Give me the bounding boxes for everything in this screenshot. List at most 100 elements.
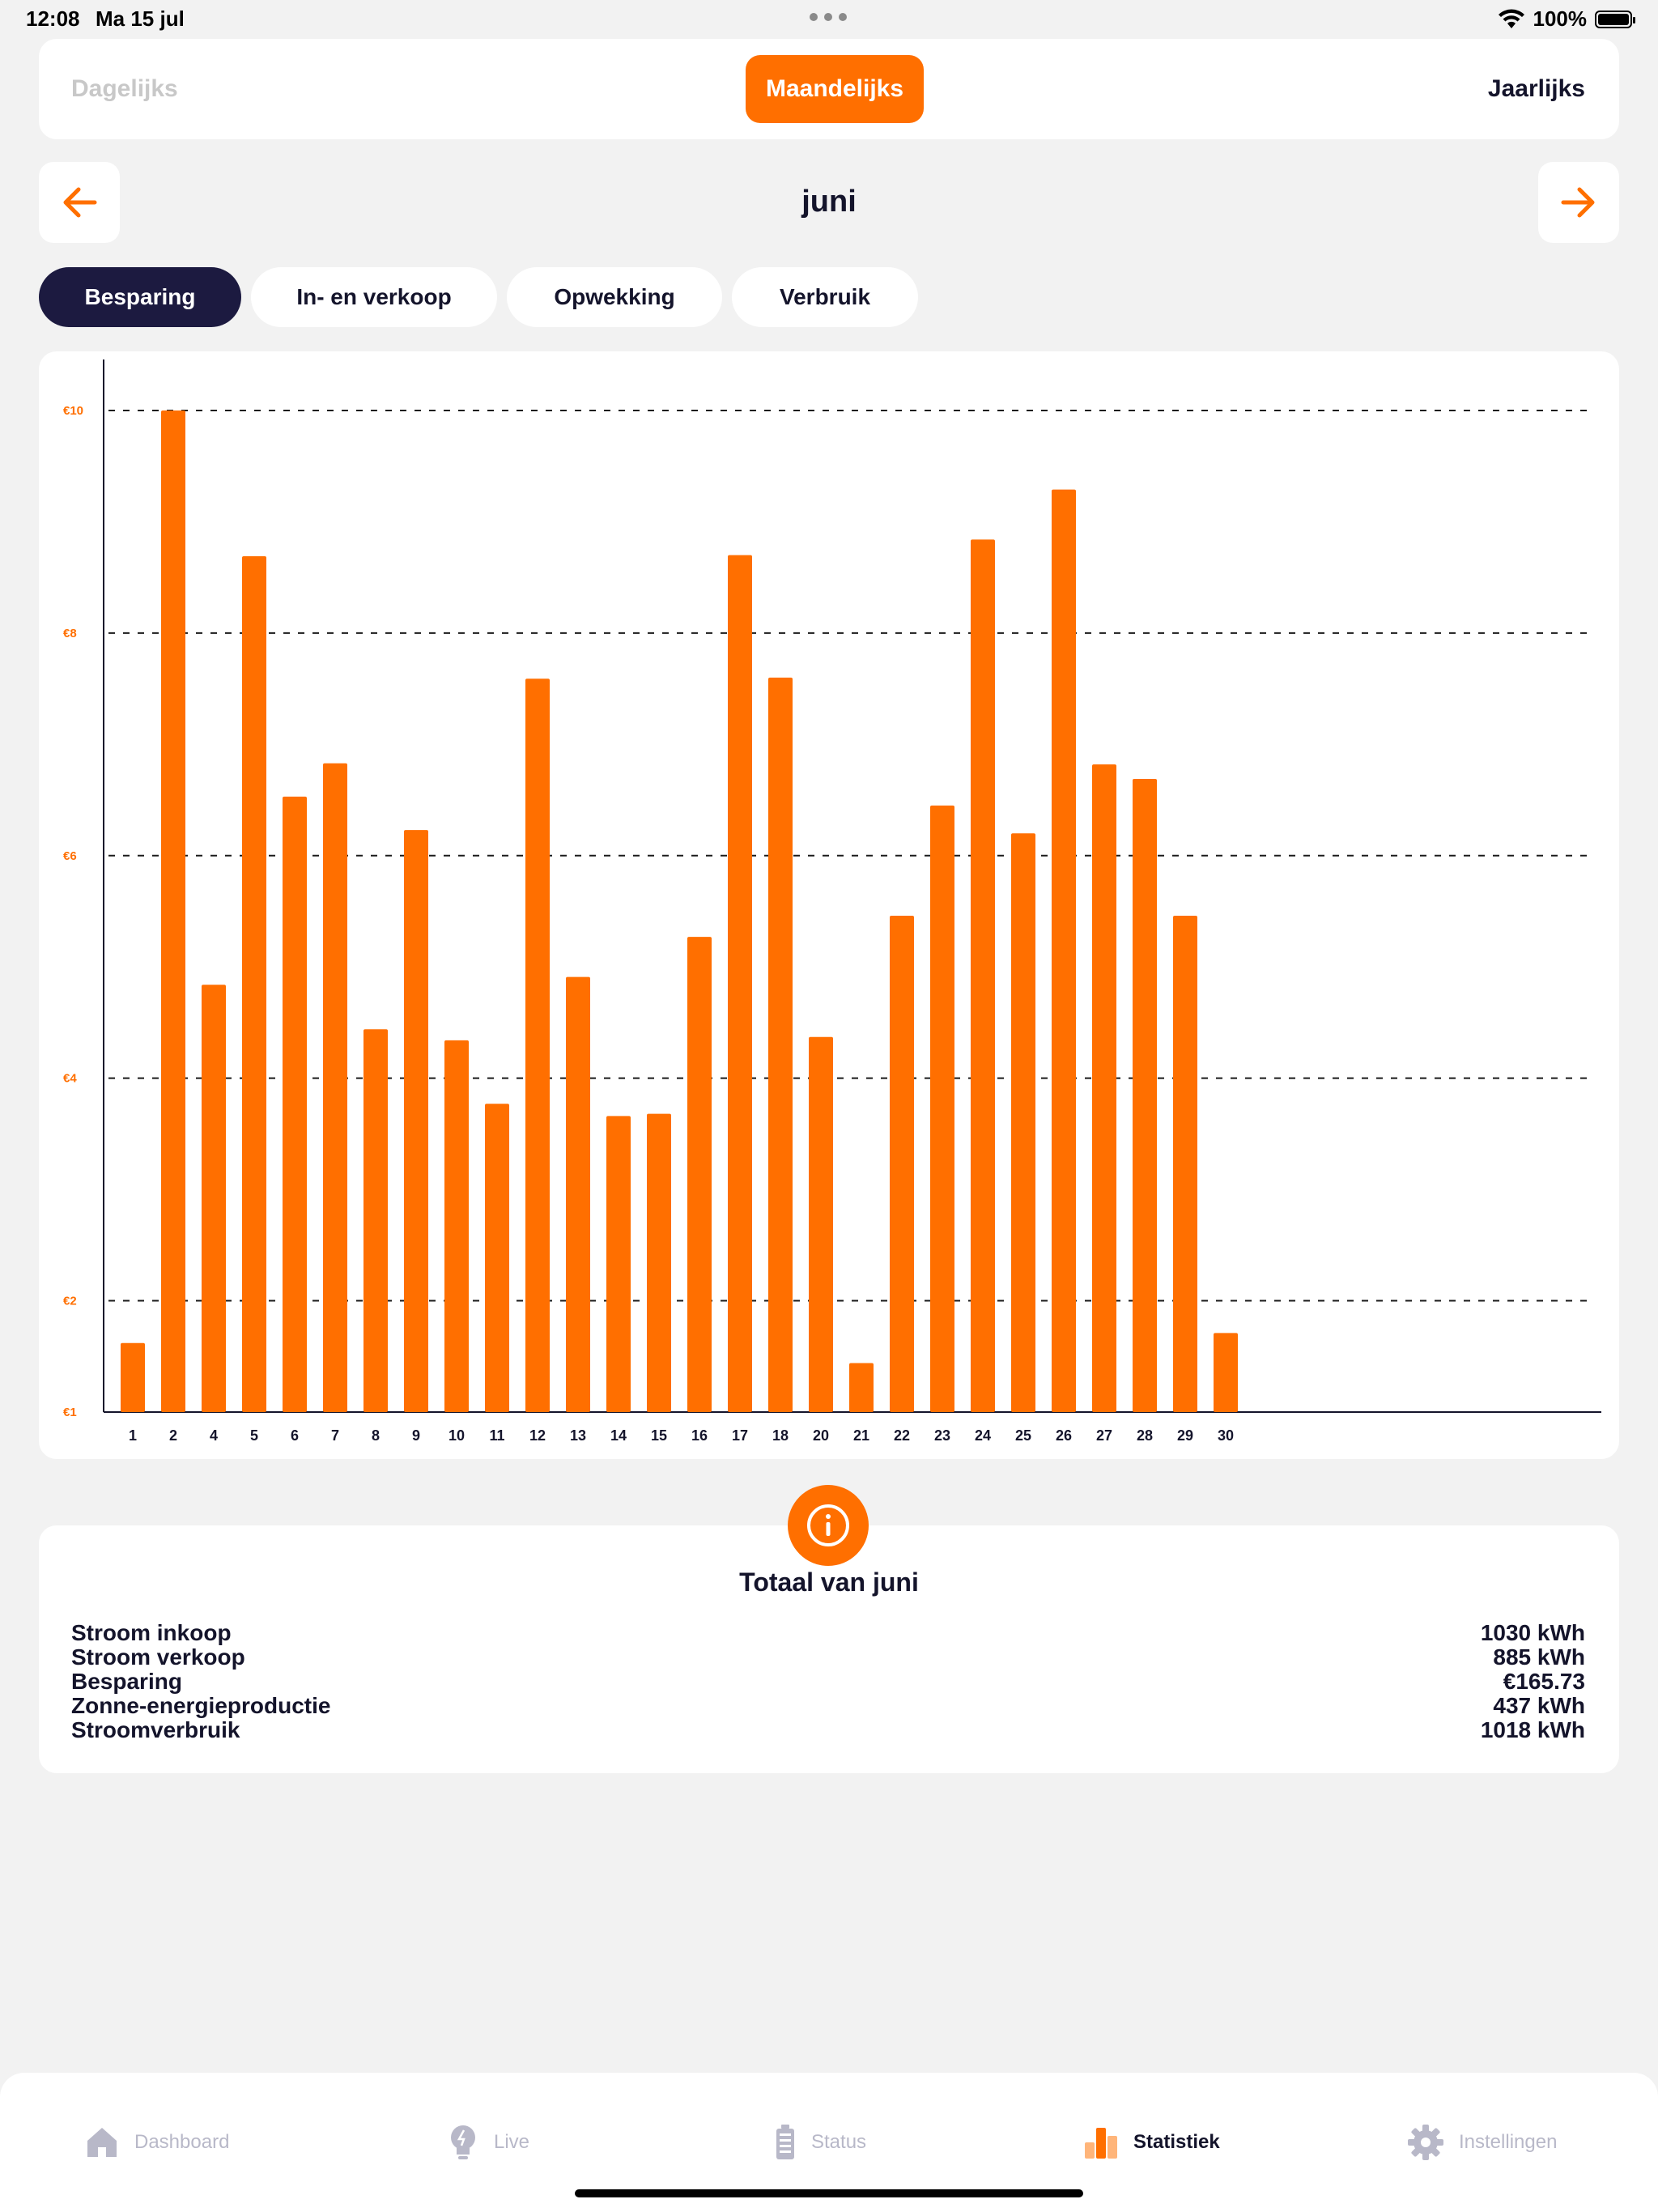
- tabbar-item-dashboard[interactable]: Dashboard: [84, 2120, 229, 2165]
- x-tick-label: 8: [372, 1427, 380, 1444]
- bar: [1011, 833, 1035, 1412]
- tabbar-item-instellingen[interactable]: Instellingen: [1407, 2120, 1557, 2165]
- wifi-icon: [1498, 9, 1524, 28]
- bar: [647, 1113, 671, 1412]
- x-tick-label: 11: [489, 1427, 504, 1444]
- totals-value: 1018 kWh: [1480, 1717, 1585, 1742]
- tab-besparing[interactable]: Besparing: [39, 267, 241, 327]
- house-icon: [87, 2128, 117, 2157]
- totals-row: Stroom verkoop 885 kWh: [71, 1645, 1585, 1670]
- info-icon: [807, 1504, 849, 1546]
- bar: [161, 410, 185, 1412]
- x-tick-label: 13: [570, 1427, 586, 1444]
- period-selector: Dagelijks Maandelijks Jaarlijks: [39, 39, 1619, 139]
- totals-value: 1030 kWh: [1480, 1620, 1585, 1645]
- y-tick-label: €8: [63, 627, 77, 640]
- multitasking-dots-icon[interactable]: [810, 13, 847, 21]
- totals-value: 437 kWh: [1493, 1693, 1585, 1718]
- x-tick-label: 1: [129, 1427, 137, 1444]
- bar: [849, 1363, 874, 1412]
- status-bar: 12:08 Ma 15 jul 100%: [0, 0, 1658, 39]
- x-tick-label: 5: [250, 1427, 258, 1444]
- bar: [121, 1342, 145, 1412]
- bar: [1214, 1333, 1238, 1412]
- x-tick-label: 2: [169, 1427, 177, 1444]
- totals-label: Zonne-energieproductie: [71, 1693, 331, 1718]
- bar: [1092, 764, 1116, 1412]
- bar: [363, 1029, 388, 1412]
- x-tick-label: 18: [772, 1427, 789, 1444]
- totals-row: Stroomverbruik 1018 kWh: [71, 1718, 1585, 1742]
- battery-icon: [776, 2125, 794, 2159]
- previous-month-button[interactable]: [39, 162, 120, 243]
- totals-label: Besparing: [71, 1669, 182, 1694]
- totals-row: Besparing €165.73: [71, 1670, 1585, 1694]
- period-yearly-tab[interactable]: Jaarlijks: [1487, 75, 1585, 102]
- bar: [202, 985, 226, 1412]
- bar: [404, 830, 428, 1412]
- totals-value: 885 kWh: [1493, 1644, 1585, 1670]
- gear-icon: [1408, 2125, 1443, 2160]
- bar: [566, 976, 590, 1412]
- x-tick-label: 25: [1015, 1427, 1031, 1444]
- bar: [687, 937, 712, 1412]
- x-tick-label: 24: [975, 1427, 991, 1444]
- y-tick-label: €4: [63, 1072, 77, 1086]
- info-button[interactable]: [788, 1485, 869, 1566]
- bar: [971, 539, 995, 1412]
- x-tick-label: 9: [412, 1427, 420, 1444]
- period-daily-tab[interactable]: Dagelijks: [71, 75, 178, 102]
- bar: [444, 1040, 469, 1412]
- bar-chart-icon: [1085, 2128, 1117, 2159]
- battery-percentage: 100%: [1533, 6, 1588, 31]
- bar: [930, 805, 954, 1412]
- x-tick-label: 16: [691, 1427, 708, 1444]
- x-tick-label: 15: [651, 1427, 667, 1444]
- tabbar-label: Dashboard: [134, 2131, 230, 2153]
- totals-row: Zonne-energieproductie 437 kWh: [71, 1694, 1585, 1718]
- totals-value: €165.73: [1503, 1669, 1585, 1694]
- x-tick-label: 14: [610, 1427, 627, 1444]
- bar: [283, 796, 307, 1412]
- x-tick-label: 27: [1096, 1427, 1112, 1444]
- x-tick-label: 20: [813, 1427, 829, 1444]
- totals-label: Stroom verkoop: [71, 1644, 245, 1670]
- status-time: 12:08: [26, 6, 80, 31]
- bulb-icon: [451, 2125, 475, 2159]
- status-date: Ma 15 jul: [96, 6, 185, 31]
- y-tick-label: €6: [63, 849, 77, 863]
- bar: [890, 915, 914, 1412]
- y-tick-label: €1: [63, 1406, 77, 1419]
- tab-verbruik[interactable]: Verbruik: [732, 267, 918, 327]
- x-tick-label: 30: [1218, 1427, 1234, 1444]
- bar: [809, 1036, 833, 1412]
- bar: [485, 1104, 509, 1412]
- battery-icon: [1595, 10, 1635, 28]
- y-tick-label: €10: [63, 404, 83, 418]
- y-tick-label: €2: [63, 1295, 77, 1308]
- period-monthly-tab[interactable]: Maandelijks: [746, 55, 924, 123]
- tabbar-item-live[interactable]: Live: [447, 2120, 529, 2165]
- x-tick-label: 4: [210, 1427, 218, 1444]
- totals-card: Totaal van juni Stroom inkoop 1030 kWh S…: [39, 1525, 1619, 1773]
- tabbar-item-status[interactable]: Status: [774, 2120, 866, 2165]
- bar-chart: €1€2€4€6€8€101 2 4 5 6 7 8 9 10 11 12 13 14 15 16 17 18 2…: [63, 359, 1601, 1444]
- status-indicators: 100%: [1498, 6, 1635, 32]
- totals-row: Stroom inkoop 1030 kWh: [71, 1621, 1585, 1645]
- bar: [1052, 489, 1076, 1412]
- bar: [728, 555, 752, 1413]
- totals-title: Totaal van juni: [739, 1568, 919, 1597]
- home-indicator: [575, 2189, 1083, 2197]
- x-tick-label: 17: [732, 1427, 748, 1444]
- tabbar-item-statistiek[interactable]: Statistiek: [1083, 2120, 1220, 2165]
- tab-opwekking[interactable]: Opwekking: [507, 267, 722, 327]
- bottom-tab-bar: Dashboard Live Status Statistiek: [0, 2073, 1658, 2212]
- x-tick-label: 21: [853, 1427, 869, 1444]
- tab-in-en-verkoop[interactable]: In- en verkoop: [251, 267, 497, 327]
- bar: [1173, 915, 1197, 1412]
- next-month-button[interactable]: [1538, 162, 1619, 243]
- bar: [525, 678, 550, 1412]
- x-tick-label: 22: [894, 1427, 910, 1444]
- totals-label: Stroom inkoop: [71, 1620, 232, 1645]
- tabbar-label: Status: [811, 2131, 867, 2153]
